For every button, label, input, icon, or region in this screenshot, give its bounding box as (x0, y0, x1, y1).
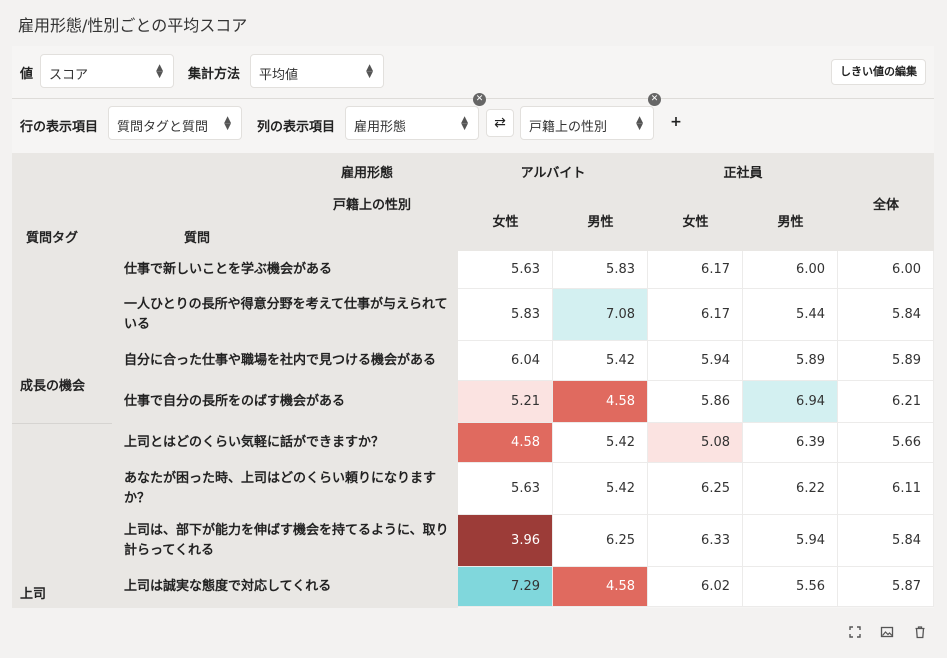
row-question: 自分に合った仕事や職場を社内で見つける機会がある (124, 353, 437, 368)
value-cell: 6.11 (838, 463, 934, 515)
value-cell: 6.02 (648, 567, 743, 607)
column-header-male: 男性 (777, 215, 804, 230)
row-question: 上司は誠実な態度で対応してくれる (124, 579, 332, 594)
value-cell: 5.42 (553, 423, 648, 463)
row-header-question: 質問 (183, 231, 210, 246)
row-question: あなたが困った時、上司はどのくらい頼りになりますか？ (124, 471, 437, 506)
value-cell: 5.63 (458, 251, 553, 289)
column-header-male: 男性 (587, 215, 614, 230)
swap-button[interactable]: ⇄ (486, 109, 514, 137)
close-icon[interactable]: ✕ (648, 93, 661, 106)
page-title: 雇用形態/性別ごとの平均スコア (18, 16, 248, 35)
value-cell: 5.83 (553, 251, 648, 289)
select-arrows-icon: ▲ ▼ (366, 63, 373, 80)
value-cell: 5.84 (838, 515, 934, 567)
select-arrows-icon: ▲ ▼ (461, 115, 468, 132)
value-label: 値 (20, 67, 34, 82)
edit-threshold-button[interactable]: しきい値の編集 (831, 59, 926, 85)
row-dimension-select[interactable]: 質問タグと質問 ▲ ▼ (108, 106, 242, 140)
row-tag-growth: 成長の機会 (20, 379, 86, 394)
aggregation-select-text: 平均値 (259, 68, 299, 83)
row-header-tag: 質問タグ (25, 231, 78, 246)
value-cell: 5.83 (458, 289, 553, 341)
value-cell: 5.56 (743, 567, 838, 607)
row-dimension-label: 行の表示項目 (20, 120, 99, 135)
column-dimension-select-2[interactable]: 戸籍上の性別 ▲ ▼ (520, 106, 654, 140)
column-header-total: 全体 (872, 198, 899, 213)
value-cell: 6.94 (743, 381, 838, 423)
value-cell: 6.25 (648, 463, 743, 515)
value-cell: 6.25 (553, 515, 648, 567)
fullscreen-icon[interactable] (848, 624, 862, 638)
row-question: 一人ひとりの長所や得意分野を考えて仕事が与えられている (124, 297, 448, 332)
column-dimension-1-header: 雇用形態 (340, 166, 393, 181)
swap-icon: ⇄ (494, 115, 506, 131)
value-cell: 5.21 (458, 381, 553, 423)
value-cell: 6.39 (743, 423, 838, 463)
value-cell: 5.89 (743, 341, 838, 381)
value-cell: 6.21 (838, 381, 934, 423)
value-cell: 5.94 (648, 341, 743, 381)
value-select-text: スコア (49, 68, 89, 83)
value-cell: 7.08 (553, 289, 648, 341)
value-cell: 5.86 (648, 381, 743, 423)
value-cell: 4.58 (553, 381, 648, 423)
row-question: 仕事で新しいことを学ぶ機会がある (124, 262, 333, 277)
value-cell: 6.33 (648, 515, 743, 567)
value-cell: 7.29 (458, 567, 553, 607)
aggregation-label: 集計方法 (188, 67, 241, 82)
aggregation-select[interactable]: 平均値 ▲ ▼ (250, 54, 384, 88)
value-cell: 5.84 (838, 289, 934, 341)
column-dimension-label: 列の表示項目 (257, 120, 336, 135)
value-select[interactable]: スコア ▲ ▼ (40, 54, 174, 88)
column-header-female: 女性 (492, 215, 519, 230)
select-arrows-icon: ▲ ▼ (156, 63, 163, 80)
row-tag-boss: 上司 (20, 587, 47, 602)
value-cell: 5.63 (458, 463, 553, 515)
row-dimension-select-text: 質問タグと質問 (117, 120, 209, 135)
select-arrows-icon: ▲ ▼ (224, 115, 231, 132)
value-cell: 5.66 (838, 423, 934, 463)
pivot-table: 雇用形態 戸籍上の性別 質問タグ 質問 アルバイト 正社員 女性 男性 女性 男… (12, 153, 934, 608)
layout-controls-row: 行の表示項目 質問タグと質問 ▲ ▼ 列の表示項目 雇用形態 ▲ ▼ ✕ ⇄ 戸籍上… (12, 93, 934, 148)
value-cell: 4.58 (553, 567, 648, 607)
plus-icon: + (670, 114, 682, 130)
value-controls-row: 値 スコア ▲ ▼ 集計方法 平均値 ▲ ▼ しきい値の編集 (12, 46, 934, 96)
row-question: 上司は、部下が能力を伸ばす機会を持てるように、取り計らってくれる (124, 523, 449, 558)
row-question: 上司とはどのくらい気軽に話ができますか？ (124, 435, 385, 450)
value-cell: 6.17 (648, 289, 743, 341)
close-icon[interactable]: ✕ (473, 93, 486, 106)
value-cell: 5.89 (838, 341, 934, 381)
value-cell: 6.00 (838, 251, 934, 289)
value-cell: 5.94 (743, 515, 838, 567)
row-header-background (12, 251, 458, 608)
tag-divider (12, 423, 112, 424)
value-cell: 6.04 (458, 341, 553, 381)
group-header-full-time: 正社員 (723, 166, 763, 181)
value-cell: 5.08 (648, 423, 743, 463)
value-cell: 6.00 (743, 251, 838, 289)
value-cell: 5.87 (838, 567, 934, 607)
row-question: 仕事で自分の長所をのばす機会がある (124, 394, 346, 409)
value-cell: 3.96 (458, 515, 553, 567)
column-dimension-2-header: 戸籍上の性別 (332, 198, 411, 213)
image-icon[interactable] (880, 624, 894, 638)
select-arrows-icon: ▲ ▼ (636, 115, 643, 132)
column-dimension-select-1[interactable]: 雇用形態 ▲ ▼ (345, 106, 479, 140)
group-header-part-time: アルバイト (520, 166, 586, 181)
value-cell: 4.58 (458, 423, 553, 463)
pivot-panel: 値 スコア ▲ ▼ 集計方法 平均値 ▲ ▼ しきい値の編集 行の表示項目 質問タグ… (12, 46, 934, 608)
value-cell: 5.44 (743, 289, 838, 341)
value-cell: 5.42 (553, 463, 648, 515)
value-cell: 6.22 (743, 463, 838, 515)
trash-icon[interactable] (913, 624, 927, 639)
column-dimension-select-2-text: 戸籍上の性別 (529, 120, 608, 135)
value-cell: 5.42 (553, 341, 648, 381)
value-cell: 6.17 (648, 251, 743, 289)
table-header-background (12, 153, 934, 251)
add-dimension-button[interactable]: + (662, 109, 690, 137)
column-header-female: 女性 (682, 215, 709, 230)
column-dimension-select-1-text: 雇用形態 (354, 120, 407, 135)
